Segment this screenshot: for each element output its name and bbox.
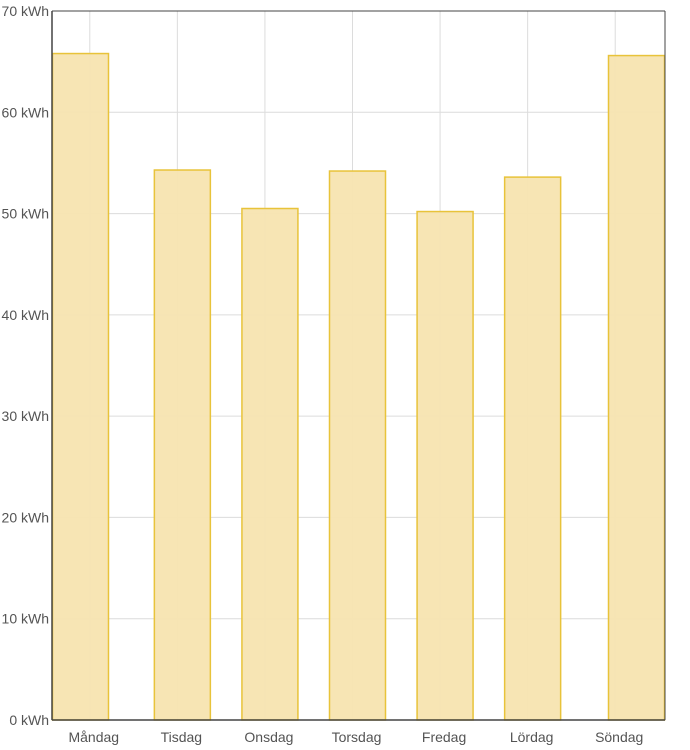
axis-layer <box>51 10 666 721</box>
y-tick-label: 60 kWh <box>2 104 49 120</box>
x-category-label: Söndag <box>595 729 643 745</box>
y-tick-label: 10 kWh <box>2 611 49 627</box>
y-tick-label: 40 kWh <box>2 307 49 323</box>
bar <box>503 176 562 721</box>
bar <box>51 52 110 721</box>
x-axis-labels: Måndag Tisdag Onsdag Torsdag Fredag Lördag Sön… <box>68 729 643 745</box>
bar <box>416 210 474 721</box>
x-category-label: Fredag <box>422 729 466 745</box>
x-category-label: Måndag <box>68 729 119 745</box>
x-category-label: Tisdag <box>161 729 203 745</box>
y-tick-label: 30 kWh <box>2 408 49 424</box>
x-category-label: Onsdag <box>244 729 293 745</box>
bar <box>328 170 387 721</box>
y-tick-label: 0 kWh <box>9 712 49 728</box>
bar <box>241 207 299 721</box>
bar <box>153 169 212 721</box>
y-tick-label: 20 kWh <box>2 509 49 525</box>
bars-layer <box>51 52 666 721</box>
x-category-label: Torsdag <box>332 729 382 745</box>
y-tick-label: 50 kWh <box>2 206 49 222</box>
x-category-label: Lördag <box>510 729 554 745</box>
bar <box>607 54 666 721</box>
y-tick-label: 70 kWh <box>2 3 49 19</box>
y-axis-ticks: 0 kWh 10 kWh 20 kWh 30 kWh 40 kWh 50 kWh 60 kW… <box>2 3 49 728</box>
